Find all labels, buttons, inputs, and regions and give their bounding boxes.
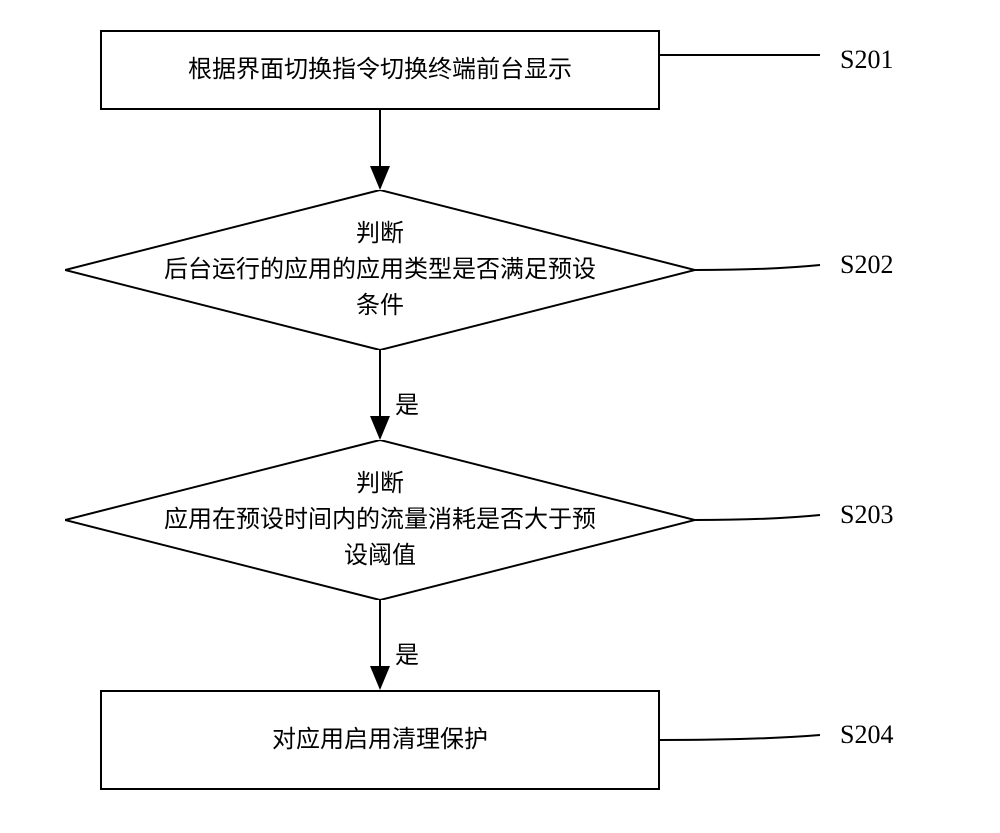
node-s202-text: 判断 后台运行的应用的应用类型是否满足预设 条件: [164, 216, 596, 324]
node-s201-text: 根据界面切换指令切换终端前台显示: [188, 52, 572, 88]
node-s203-text: 判断 应用在预设时间内的流量消耗是否大于预 设阈值: [164, 466, 596, 574]
edge-label-2: 是: [395, 635, 419, 670]
node-s202: 判断 后台运行的应用的应用类型是否满足预设 条件: [65, 190, 695, 350]
flowchart-canvas: 根据界面切换指令切换终端前台显示 判断 后台运行的应用的应用类型是否满足预设 条…: [0, 0, 1000, 833]
edge-label-1: 是: [395, 385, 419, 420]
label-s203: S203: [840, 500, 893, 530]
node-s203: 判断 应用在预设时间内的流量消耗是否大于预 设阈值: [65, 440, 695, 600]
node-s201: 根据界面切换指令切换终端前台显示: [100, 30, 660, 110]
node-s204-text: 对应用启用清理保护: [272, 722, 488, 758]
node-s204: 对应用启用清理保护: [100, 690, 660, 790]
label-s202: S202: [840, 250, 893, 280]
label-s204: S204: [840, 720, 893, 750]
label-s201: S201: [840, 45, 893, 75]
